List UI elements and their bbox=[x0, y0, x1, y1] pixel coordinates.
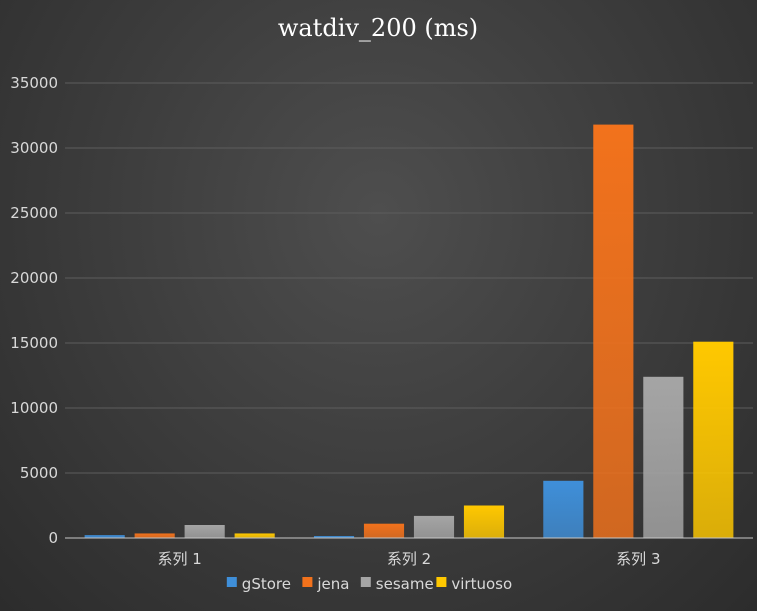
y-tick-label: 30000 bbox=[10, 139, 58, 157]
bar-virtuoso-1 bbox=[234, 533, 275, 538]
y-tick-label: 35000 bbox=[10, 74, 58, 92]
legend-label-virtuoso: virtuoso bbox=[451, 575, 512, 593]
bar-jena-1 bbox=[134, 533, 175, 538]
gridlines bbox=[65, 82, 753, 474]
bar-gStore-2 bbox=[313, 536, 355, 538]
bars bbox=[84, 124, 734, 538]
y-tick-label: 5000 bbox=[20, 464, 58, 482]
legend-swatch-sesame bbox=[360, 577, 371, 587]
x-axis-ticks: 系列 1 系列 2 系列 3 bbox=[158, 550, 661, 568]
bar-sesame-2 bbox=[413, 515, 455, 538]
legend-swatch-jena bbox=[302, 577, 313, 587]
y-tick-label: 20000 bbox=[10, 269, 58, 287]
bar-gStore-1 bbox=[84, 535, 125, 538]
bar-sesame-3 bbox=[643, 376, 684, 538]
bar-sesame-1 bbox=[184, 525, 225, 538]
chart-title: watdiv_200 (ms) bbox=[278, 14, 478, 42]
bar-jena-3 bbox=[593, 124, 634, 538]
bar-virtuoso-3 bbox=[693, 341, 734, 538]
legend-label-jena: jena bbox=[316, 575, 349, 593]
legend-swatch-virtuoso bbox=[436, 577, 447, 587]
legend-label-sesame: sesame bbox=[376, 575, 434, 593]
y-tick-label: 25000 bbox=[10, 204, 58, 222]
bar-virtuoso-2 bbox=[463, 505, 505, 538]
x-tick-label: 系列 2 bbox=[387, 550, 431, 568]
bar-gStore-3 bbox=[543, 480, 584, 538]
legend: gStore jena sesame virtuoso bbox=[226, 575, 512, 593]
y-tick-label: 15000 bbox=[10, 334, 58, 352]
legend-label-gStore: gStore bbox=[242, 575, 291, 593]
x-tick-label: 系列 3 bbox=[616, 550, 660, 568]
legend-swatch-gStore bbox=[226, 577, 237, 587]
y-tick-label: 0 bbox=[48, 529, 58, 547]
y-axis-ticks: 0 5000 10000 15000 20000 25000 30000 35000 bbox=[10, 74, 58, 547]
bar-jena-2 bbox=[363, 523, 405, 538]
x-tick-label: 系列 1 bbox=[158, 550, 202, 568]
y-tick-label: 10000 bbox=[10, 399, 58, 417]
